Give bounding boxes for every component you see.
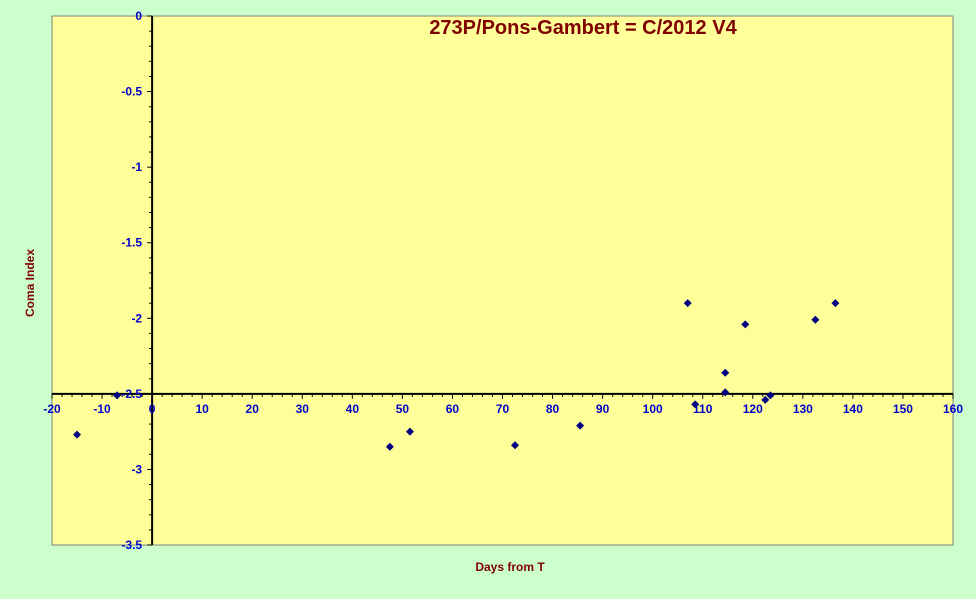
x-tick-label: 150 — [893, 402, 913, 416]
data-point — [741, 320, 750, 329]
data-point — [766, 391, 775, 400]
x-tick-label: 140 — [843, 402, 863, 416]
x-axis-title: Days from T — [475, 560, 545, 574]
x-tick-label: 20 — [246, 402, 260, 416]
axes — [51, 15, 954, 546]
x-tick-label: 0 — [149, 402, 156, 416]
y-tick-label: -0.5 — [121, 85, 142, 99]
y-tick-label: -2 — [131, 311, 142, 325]
data-point — [721, 388, 730, 397]
y-axis-title: Coma Index — [23, 249, 37, 317]
data-point — [761, 395, 770, 404]
data-point — [113, 391, 122, 400]
data-points — [73, 299, 840, 451]
x-tick-label: 60 — [446, 402, 460, 416]
chart-title: 273P/Pons-Gambert = C/2012 V4 — [429, 17, 737, 39]
y-tick-label: -1 — [131, 160, 142, 174]
x-tick-label: 90 — [596, 402, 610, 416]
data-point — [811, 315, 820, 324]
plot-area — [51, 15, 954, 546]
y-tick-label: -3 — [131, 462, 142, 476]
data-point — [691, 400, 700, 409]
x-tick-label: 10 — [195, 402, 209, 416]
x-tick-label: 120 — [743, 402, 763, 416]
data-point — [385, 442, 394, 451]
y-tick-labels: 0 -0.5 -1 -1.5 -2 -2.5 -3 -3.5 — [121, 9, 142, 552]
x-tick-label: 100 — [643, 402, 663, 416]
data-point — [511, 441, 520, 450]
x-tick-label: 80 — [546, 402, 560, 416]
x-tick-label: 160 — [943, 402, 963, 416]
data-point — [73, 430, 82, 439]
data-point — [683, 299, 692, 308]
x-tick-label: -20 — [43, 402, 61, 416]
data-point — [721, 368, 730, 377]
x-tick-label: 50 — [396, 402, 410, 416]
y-tick-label: -2.5 — [121, 387, 142, 401]
x-tick-label: -10 — [93, 402, 111, 416]
x-tick-labels: -20 -10 0 10 20 30 40 50 60 70 80 90 100 110 120 130 140… — [43, 402, 963, 416]
data-point — [576, 421, 585, 430]
y-tick-label: -3.5 — [121, 538, 142, 552]
y-tick-label: 0 — [135, 9, 142, 23]
y-tick-label: -1.5 — [121, 236, 142, 250]
data-point — [405, 427, 414, 436]
x-tick-label: 130 — [793, 402, 813, 416]
x-tick-label: 30 — [296, 402, 310, 416]
x-tick-label: 70 — [496, 402, 510, 416]
data-point — [831, 299, 840, 308]
x-tick-label: 40 — [346, 402, 360, 416]
